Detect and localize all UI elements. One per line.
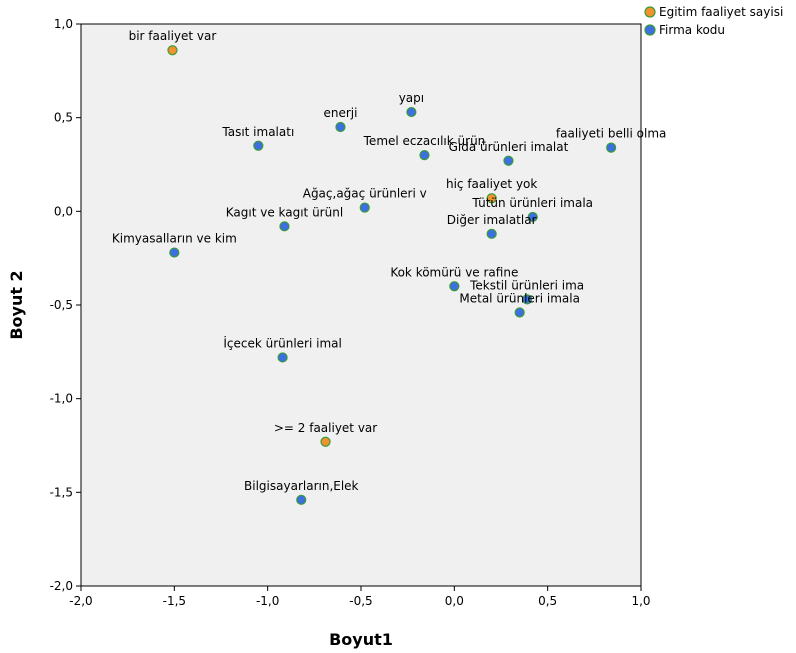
data-point <box>335 121 346 133</box>
y-tick-label: -1,0 <box>50 392 73 406</box>
point-label: İçecek ürünleri imal <box>223 335 342 350</box>
plot-area <box>80 23 642 587</box>
legend-entry: Firma kodu <box>659 23 725 37</box>
legend-marker <box>644 24 656 36</box>
point-label: Kimyasalların ve kim <box>112 232 237 246</box>
point-label: Gıda ürünleri imalat <box>449 140 569 154</box>
data-point <box>449 281 460 292</box>
point-label: Kok kömürü ve rafine <box>390 265 518 279</box>
data-point <box>486 193 497 204</box>
legend-entry: Egitim faaliyet sayisi <box>659 5 783 19</box>
point-label: yapı <box>399 91 424 105</box>
data-point <box>514 307 525 318</box>
y-tick-label: 1,0 <box>54 17 73 31</box>
data-point <box>277 352 288 363</box>
y-tick-label: -1,5 <box>50 485 73 499</box>
point-label: Kagıt ve kagıt ürünl <box>226 205 343 219</box>
y-tick-label: 0,5 <box>54 111 73 125</box>
x-axis-title: Boyut1 <box>329 630 393 649</box>
data-point <box>167 45 178 56</box>
data-point <box>419 150 430 161</box>
x-tick-label: -2,0 <box>69 594 92 608</box>
x-tick-label: 0,0 <box>445 594 464 608</box>
data-point <box>296 494 307 505</box>
point-label: Tekstil ürünleri ima <box>469 278 584 292</box>
x-tick-label: -1,0 <box>256 594 279 608</box>
x-tick-label: 1,0 <box>631 594 650 608</box>
point-label: Tütün ürünleri imala <box>471 196 593 210</box>
x-tick-label: 0,5 <box>538 594 557 608</box>
legend-marker <box>644 6 656 18</box>
point-label: Temel eczacılık ürün <box>363 134 486 148</box>
x-tick-label: -0,5 <box>349 594 372 608</box>
point-label: Tasıt imalatı <box>221 125 294 139</box>
data-point <box>406 106 417 118</box>
data-points: bir faaliyet var hiç faaliyet yok >= 2 faa… <box>112 29 666 505</box>
data-point <box>169 247 180 258</box>
point-label: enerji <box>323 106 357 120</box>
data-point <box>522 294 533 305</box>
data-point <box>279 221 290 232</box>
data-point <box>486 228 497 239</box>
y-axis-title: Boyut 2 <box>7 270 26 339</box>
point-label: Ağaç,ağaç ürünleri v <box>303 187 427 201</box>
point-label: faaliyeti belli olma <box>556 127 666 141</box>
point-label: >= 2 faaliyet var <box>274 421 377 435</box>
point-label: Metal ürünleri imala <box>459 291 580 305</box>
y-tick-label: -2,0 <box>50 579 73 593</box>
x-axis: -2,0 -1,5 -1,0 -0,5 0,0 0,5 1,0 <box>69 586 651 608</box>
x-tick-label: -1,5 <box>163 594 186 608</box>
legend: Egitim faaliyet sayisi Firma kodu <box>644 5 783 37</box>
point-label: hiç faaliyet yok <box>446 177 537 191</box>
point-label: bir faaliyet var <box>129 29 217 43</box>
data-point <box>503 155 514 166</box>
data-point <box>320 436 331 447</box>
point-label: Bilgisayarların,Elek <box>244 479 359 493</box>
point-label: Diğer imalatlar <box>447 213 537 227</box>
data-point <box>253 140 264 151</box>
y-tick-label: -0,5 <box>50 298 73 312</box>
data-point <box>606 142 617 153</box>
y-axis: -2,0 -1,5 -1,0 -0,5 0,0 0,5 1,0 <box>50 17 81 593</box>
y-tick-label: 0,0 <box>54 204 73 218</box>
data-point <box>527 211 538 223</box>
data-point <box>359 202 370 213</box>
